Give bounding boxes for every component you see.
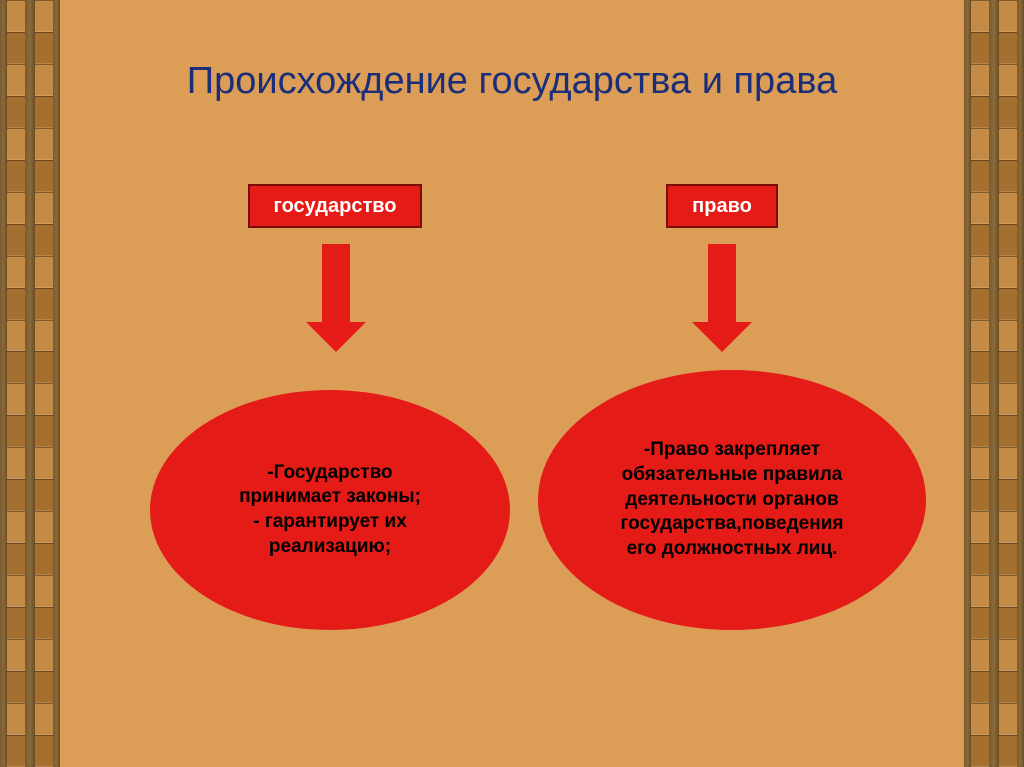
ellipse-text: -Право закрепляет обязательные правила д… bbox=[573, 438, 891, 561]
slide: Происхождение государства и права госуда… bbox=[0, 0, 1024, 767]
left-border-strip bbox=[0, 0, 60, 767]
ellipse-text: -Государство принимает законы; - гаранти… bbox=[182, 461, 477, 560]
arrow-stem bbox=[322, 244, 350, 322]
ellipse-law-desc: -Право закрепляет обязательные правила д… bbox=[538, 370, 926, 630]
right-border-strip bbox=[964, 0, 1024, 767]
box-state: государство bbox=[248, 184, 422, 228]
arrow-stem bbox=[708, 244, 736, 322]
ellipse-state-desc: -Государство принимает законы; - гаранти… bbox=[150, 390, 510, 630]
arrow-head bbox=[692, 322, 752, 352]
slide-title: Происхождение государства и права bbox=[60, 60, 964, 103]
arrow-head bbox=[306, 322, 366, 352]
box-law: право bbox=[666, 184, 778, 228]
arrow-law bbox=[692, 244, 752, 352]
arrow-state bbox=[306, 244, 366, 352]
content-area: Происхождение государства и права госуда… bbox=[60, 0, 964, 767]
